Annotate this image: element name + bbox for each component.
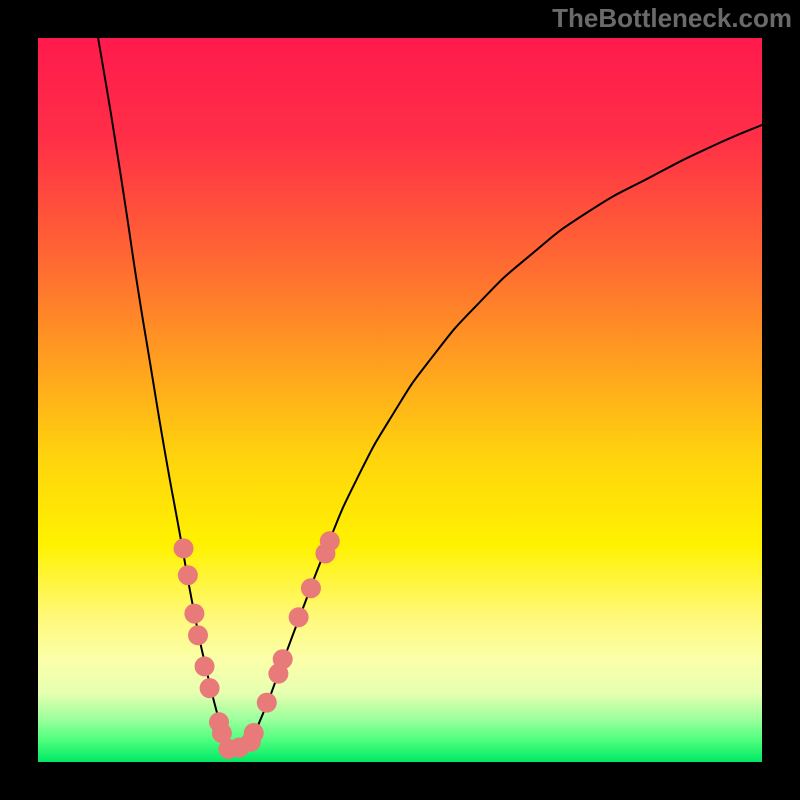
data-marker bbox=[301, 578, 321, 598]
data-marker bbox=[273, 649, 293, 669]
data-marker bbox=[320, 531, 340, 551]
chart-container: TheBottleneck.com bbox=[0, 0, 800, 800]
data-marker bbox=[289, 607, 309, 627]
data-marker bbox=[188, 625, 208, 645]
data-marker bbox=[184, 604, 204, 624]
data-marker bbox=[244, 723, 264, 743]
data-marker bbox=[195, 656, 215, 676]
data-marker bbox=[200, 678, 220, 698]
data-marker bbox=[174, 538, 194, 558]
plot-svg bbox=[38, 38, 762, 762]
data-marker bbox=[257, 693, 277, 713]
gradient-background bbox=[38, 38, 762, 762]
data-marker bbox=[178, 565, 198, 585]
watermark-text: TheBottleneck.com bbox=[552, 3, 792, 34]
plot-area bbox=[38, 38, 762, 762]
